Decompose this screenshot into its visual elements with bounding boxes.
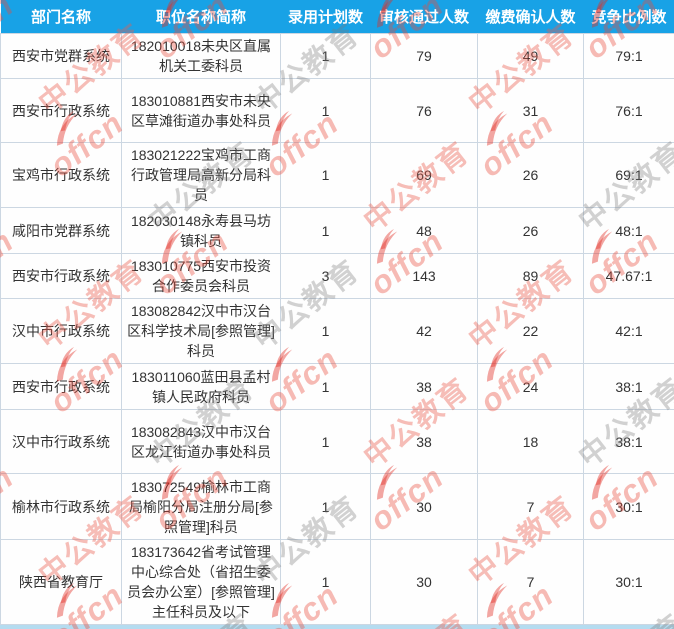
- cell-approved-count: 143: [370, 253, 478, 299]
- cell-position: 182030148永寿县马坊镇科员: [121, 207, 281, 254]
- cell-plan-count: 1: [280, 207, 371, 254]
- cell-department: 陕西省教育厅: [0, 539, 122, 625]
- cell-approved-count: 30: [370, 539, 478, 625]
- cell-plan-count: 1: [280, 409, 371, 474]
- cell-competition-ratio: 48:1: [583, 207, 674, 254]
- column-header-competition-ratio: 竞争比例数: [583, 0, 674, 34]
- cell-department: 榆林市行政系统: [0, 473, 122, 540]
- table-row: 陕西省教育厅 183173642省考试管理中心综合处（省招生委员会办公室）[参照管…: [0, 539, 674, 625]
- cell-payment-confirmed-count: 24: [477, 363, 584, 410]
- cell-approved-count: 38: [370, 409, 478, 474]
- cell-payment-confirmed-count: 18: [477, 409, 584, 474]
- cell-approved-count: 48: [370, 207, 478, 254]
- cell-position: 183082842汉中市汉台区科学技术局[参照管理]科员: [121, 298, 281, 364]
- cell-competition-ratio: 38:1: [583, 363, 674, 410]
- cell-department: 西安市行政系统: [0, 363, 122, 410]
- cell-payment-confirmed-count: 31: [477, 78, 584, 143]
- column-header-position: 职位名称简称: [121, 0, 281, 34]
- cell-plan-count: 1: [280, 473, 371, 540]
- cell-position: 183010881西安市未央区草滩街道办事处科员: [121, 78, 281, 143]
- cell-competition-ratio: 47.67:1: [583, 253, 674, 299]
- cell-position: 183021222宝鸡市工商行政管理局高新分局科员: [121, 142, 281, 208]
- table-row: 西安市行政系统 183010881西安市未央区草滩街道办事处科员 1 76 31 76:1: [0, 78, 674, 143]
- bottom-accent-bar: [0, 625, 674, 629]
- cell-competition-ratio: 79:1: [583, 33, 674, 79]
- cell-position: 183011060蓝田县孟村镇人民政府科员: [121, 363, 281, 410]
- cell-plan-count: 1: [280, 33, 371, 79]
- cell-competition-ratio: 38:1: [583, 409, 674, 474]
- table-row: 咸阳市党群系统 182030148永寿县马坊镇科员 1 48 26 48:1: [0, 207, 674, 254]
- column-header-payment-confirmed-count: 缴费确认人数: [477, 0, 584, 34]
- column-header-department: 部门名称: [0, 0, 122, 34]
- cell-payment-confirmed-count: 89: [477, 253, 584, 299]
- cell-payment-confirmed-count: 7: [477, 539, 584, 625]
- cell-competition-ratio: 42:1: [583, 298, 674, 364]
- cell-position: 182010018未央区直属机关工委科员: [121, 33, 281, 79]
- cell-payment-confirmed-count: 26: [477, 142, 584, 208]
- cell-plan-count: 1: [280, 142, 371, 208]
- cell-approved-count: 76: [370, 78, 478, 143]
- cell-payment-confirmed-count: 49: [477, 33, 584, 79]
- cell-plan-count: 1: [280, 539, 371, 625]
- cell-approved-count: 30: [370, 473, 478, 540]
- cell-position: 183082843汉中市汉台区龙江街道办事处科员: [121, 409, 281, 474]
- cell-plan-count: 1: [280, 78, 371, 143]
- table-header-row: 部门名称 职位名称简称 录用计划数 审核通过人数 缴费确认人数 竞争比例数: [0, 0, 674, 34]
- cell-department: 宝鸡市行政系统: [0, 142, 122, 208]
- cell-plan-count: 1: [280, 363, 371, 410]
- cell-competition-ratio: 69:1: [583, 142, 674, 208]
- cell-payment-confirmed-count: 26: [477, 207, 584, 254]
- cell-payment-confirmed-count: 7: [477, 473, 584, 540]
- table-row: 西安市行政系统 183011060蓝田县孟村镇人民政府科员 1 38 24 38:1: [0, 363, 674, 410]
- cell-payment-confirmed-count: 22: [477, 298, 584, 364]
- cell-approved-count: 79: [370, 33, 478, 79]
- cell-competition-ratio: 76:1: [583, 78, 674, 143]
- cell-department: 咸阳市党群系统: [0, 207, 122, 254]
- table-row: 西安市行政系统 183010775西安市投资合作委员会科员 3 143 89 47.67:…: [0, 253, 674, 299]
- cell-plan-count: 3: [280, 253, 371, 299]
- cell-plan-count: 1: [280, 298, 371, 364]
- cell-approved-count: 38: [370, 363, 478, 410]
- cell-competition-ratio: 30:1: [583, 539, 674, 625]
- table-row: 汉中市行政系统 183082843汉中市汉台区龙江街道办事处科员 1 38 18 38:1: [0, 409, 674, 474]
- table-row: 汉中市行政系统 183082842汉中市汉台区科学技术局[参照管理]科员 1 42 22…: [0, 298, 674, 364]
- cell-position: 183072549榆林市工商局榆阳分局注册分局[参照管理]科员: [121, 473, 281, 540]
- cell-department: 汉中市行政系统: [0, 298, 122, 364]
- cell-approved-count: 42: [370, 298, 478, 364]
- column-header-approved-count: 审核通过人数: [370, 0, 478, 34]
- cell-department: 西安市党群系统: [0, 33, 122, 79]
- table-row: 西安市党群系统 182010018未央区直属机关工委科员 1 79 49 79:1: [0, 33, 674, 79]
- cell-department: 西安市行政系统: [0, 78, 122, 143]
- cell-department: 汉中市行政系统: [0, 409, 122, 474]
- cell-department: 西安市行政系统: [0, 253, 122, 299]
- table-row: 宝鸡市行政系统 183021222宝鸡市工商行政管理局高新分局科员 1 69 26 69:…: [0, 142, 674, 208]
- column-header-plan-count: 录用计划数: [280, 0, 371, 34]
- cell-position: 183010775西安市投资合作委员会科员: [121, 253, 281, 299]
- cell-approved-count: 69: [370, 142, 478, 208]
- cell-competition-ratio: 30:1: [583, 473, 674, 540]
- cell-position: 183173642省考试管理中心综合处（省招生委员会办公室）[参照管理]主任科员…: [121, 539, 281, 625]
- table-row: 榆林市行政系统 183072549榆林市工商局榆阳分局注册分局[参照管理]科员 1 3…: [0, 473, 674, 540]
